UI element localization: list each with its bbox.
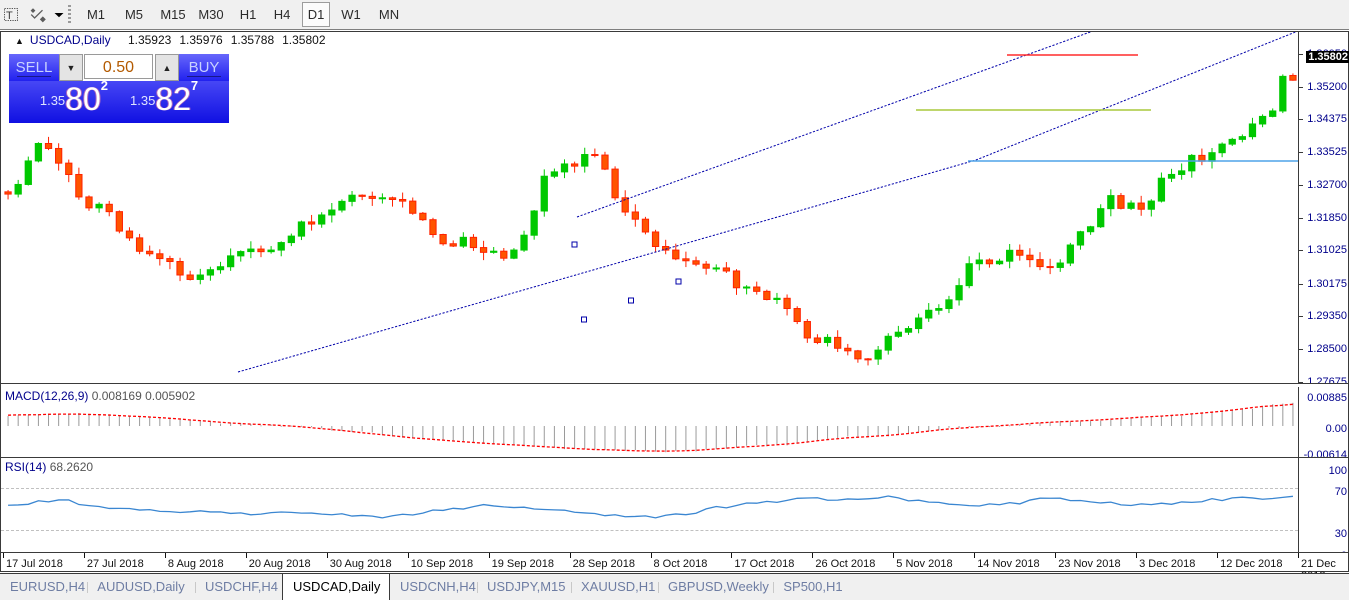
svg-text:T: T bbox=[6, 10, 13, 22]
